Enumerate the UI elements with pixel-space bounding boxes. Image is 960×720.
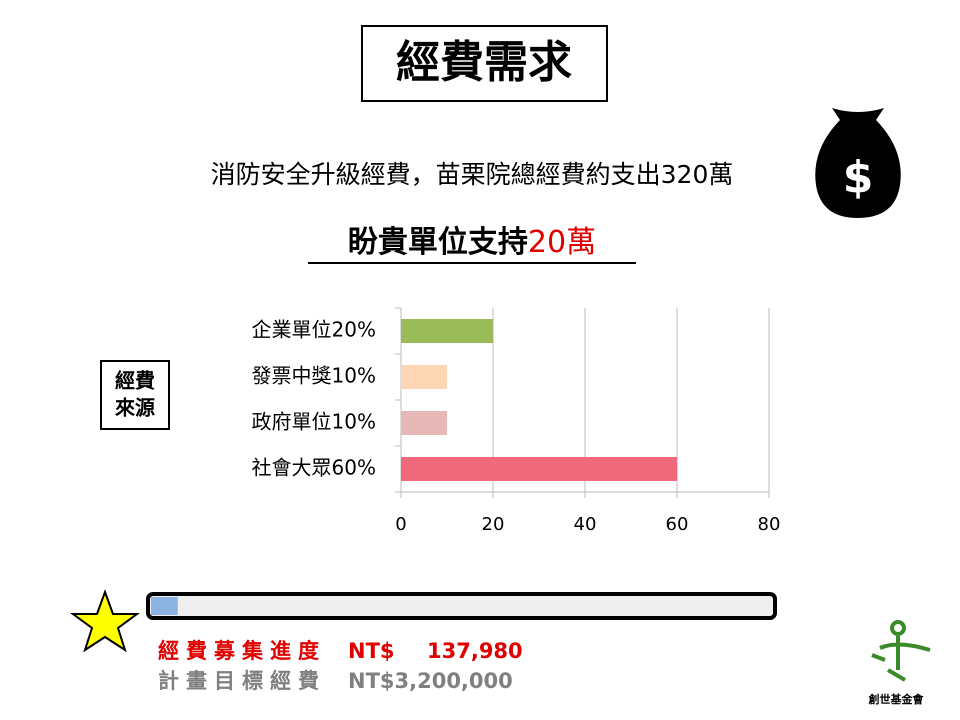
currency: NT$ [348, 639, 395, 663]
x-tick-label: 60 [666, 514, 689, 535]
svg-text:$: $ [843, 152, 874, 203]
x-tick-label: 0 [395, 514, 406, 535]
headline: 盼貴單位支持20萬 [348, 225, 596, 260]
y-tick-label: 社會大眾60% [252, 456, 376, 480]
y-tick-label: 政府單位10% [252, 410, 376, 434]
y-tick-label: 發票中獎10% [252, 364, 376, 388]
raised-label: 經費募集進度 [158, 639, 326, 663]
target-label: 計畫目標經費 [158, 669, 326, 693]
money-bag: $ [815, 108, 901, 218]
bar [401, 365, 447, 389]
y-tick-label: 企業單位20% [252, 318, 376, 342]
side-box [100, 360, 170, 430]
progress [151, 597, 178, 615]
progress-track [146, 592, 777, 620]
logo-figure [871, 620, 931, 682]
chart: 0 20 40 60 80 企業單位20% 發票中獎10% 政府單位10% 社會大眾60% [252, 307, 781, 535]
headline-amount: 20萬 [528, 225, 596, 260]
headline-text: 盼貴單位支持 [348, 225, 528, 260]
slide-title: 經費需求 [396, 37, 572, 88]
bar [401, 457, 677, 481]
raised-amount: 137,980 [427, 639, 523, 663]
side-box-line: 經費 [115, 369, 155, 393]
bar [401, 411, 447, 435]
bar [401, 319, 493, 343]
x-tick-label: 80 [758, 514, 781, 535]
title-box [361, 25, 608, 102]
x-tick-label: 40 [574, 514, 597, 535]
star [69, 589, 141, 653]
target-amount: NT$3,200,000 [348, 669, 513, 693]
progress-fill [151, 597, 178, 615]
logo-text: 創世基金會 [868, 692, 925, 706]
x-tick-label: 20 [482, 514, 505, 535]
subtitle: 消防安全升級經費，苗栗院總經費約支出320萬 [211, 160, 734, 189]
side-box-line: 來源 [115, 396, 155, 420]
